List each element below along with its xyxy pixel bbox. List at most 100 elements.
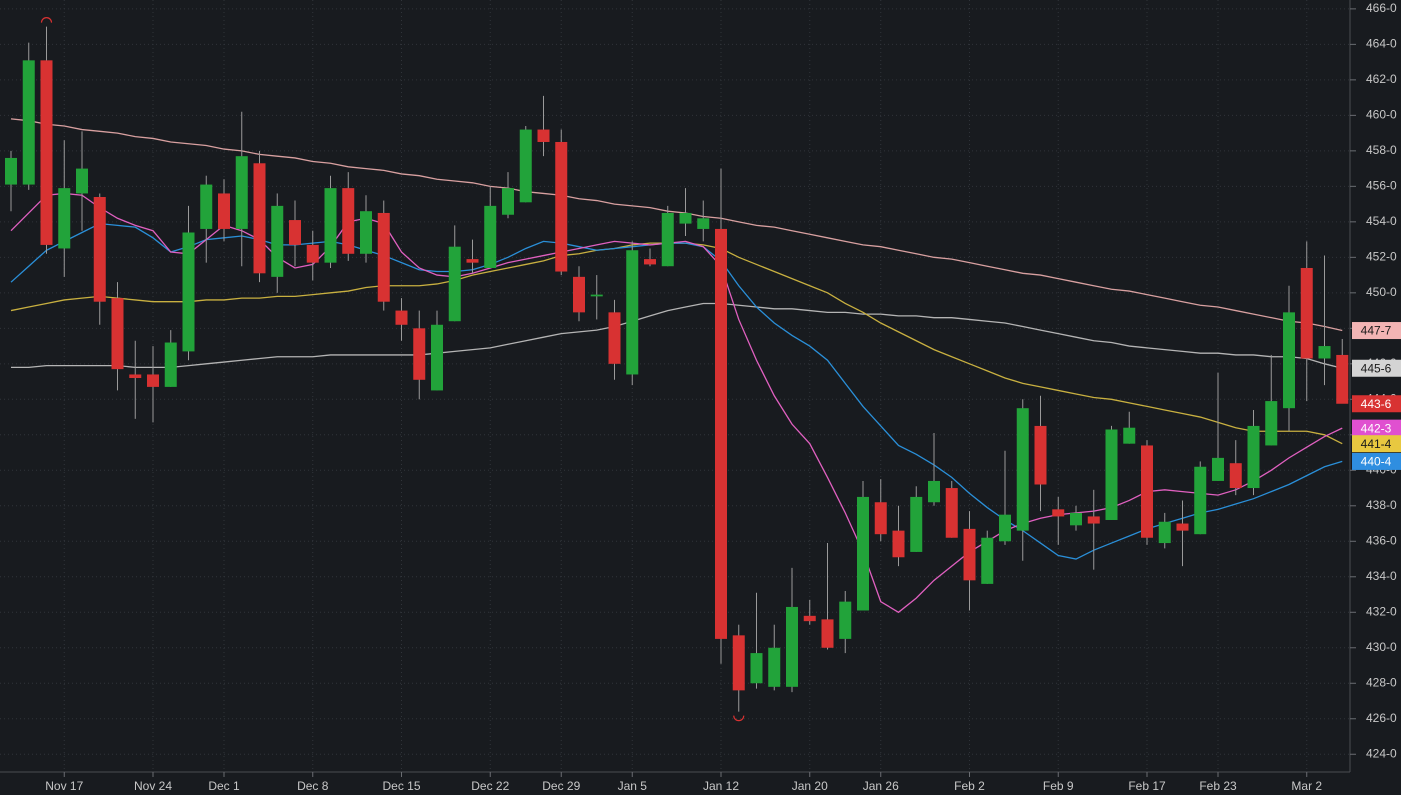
candle-body (963, 528, 976, 581)
candle-body (22, 60, 35, 185)
candle-body (218, 193, 230, 229)
candle-body (839, 601, 852, 639)
candle-body (573, 276, 585, 313)
candle-body (5, 157, 17, 185)
candle-body (377, 212, 390, 302)
candle-body (1123, 427, 1136, 444)
price-tag (1352, 359, 1401, 377)
y-tick-label: 426-0 (1366, 711, 1397, 725)
candle-body (1300, 267, 1313, 359)
candle-body (857, 496, 869, 611)
y-tick-label: 450-0 (1366, 285, 1397, 299)
candle-body (1087, 516, 1100, 524)
candle-body (1283, 312, 1295, 409)
candle-body (945, 488, 958, 538)
candle-body (999, 514, 1011, 542)
candle-body (590, 294, 603, 297)
x-tick-label: Jan 26 (863, 779, 899, 793)
moving-average-line (10, 192, 1343, 614)
candle-body (1194, 466, 1207, 535)
candle-body (289, 220, 301, 245)
candle-body (537, 129, 550, 142)
y-tick-label: 428-0 (1366, 675, 1397, 689)
candle-body (1052, 509, 1065, 517)
x-tick-label: Dec 22 (471, 779, 509, 793)
x-tick-label: Mar 2 (1291, 779, 1322, 793)
y-tick-label: 458-0 (1366, 143, 1397, 157)
candle-body (413, 328, 426, 380)
candle-body (786, 606, 798, 687)
candle-body (750, 653, 763, 684)
candle-body (200, 184, 213, 229)
candle-body (697, 218, 710, 229)
y-tick-label: 430-0 (1366, 640, 1397, 654)
candle-body (40, 60, 53, 245)
candle-body (1318, 346, 1331, 359)
candle-body (892, 530, 905, 558)
low-marker (733, 715, 745, 722)
y-tick-label: 464-0 (1366, 37, 1397, 51)
price-tag (1352, 395, 1401, 413)
candle-body (484, 205, 497, 268)
y-tick-label: 452-0 (1366, 250, 1397, 264)
candle-body (93, 196, 106, 302)
candle-body (1016, 408, 1029, 531)
candle-body (1336, 354, 1349, 404)
candle-body (111, 298, 124, 370)
price-tag-label: 442-3 (1361, 421, 1392, 435)
price-tag (1352, 419, 1401, 437)
x-tick-label: Nov 24 (134, 779, 172, 793)
candle-body (235, 156, 248, 229)
x-tick-label: Jan 5 (618, 779, 648, 793)
candle-body (1229, 463, 1242, 489)
candle-body (910, 496, 923, 552)
candle-body (519, 129, 532, 203)
candle-body (555, 141, 568, 272)
y-tick-label: 432-0 (1366, 604, 1397, 618)
moving-average-line (10, 222, 1343, 560)
candle-body (626, 250, 639, 375)
candle-body (306, 244, 319, 263)
candle-body (253, 163, 266, 274)
candle-body (768, 647, 781, 687)
candle-body (661, 212, 674, 267)
candle-body (1034, 425, 1047, 485)
candle-body (715, 228, 727, 639)
candle-body (928, 480, 940, 503)
price-tag-label: 441-4 (1361, 437, 1392, 451)
x-tick-label: Feb 23 (1199, 779, 1237, 793)
candle-body (431, 324, 443, 391)
x-tick-label: Dec 29 (542, 779, 580, 793)
candle-body (182, 232, 195, 352)
candle-body (1265, 401, 1278, 446)
candle-body (360, 211, 372, 254)
candle-body (76, 168, 88, 194)
x-tick-label: Nov 17 (45, 779, 83, 793)
candle-body (732, 635, 745, 691)
x-tick-label: Feb 2 (954, 779, 985, 793)
candle-body (129, 374, 142, 379)
moving-average-line (10, 118, 1343, 332)
candle-body (147, 374, 159, 387)
y-tick-label: 462-0 (1366, 72, 1397, 86)
price-tag-label: 445-6 (1361, 361, 1392, 375)
candle-body (1070, 512, 1082, 526)
y-tick-label: 434-0 (1366, 569, 1397, 583)
moving-average-line (11, 302, 1343, 369)
y-tick-label: 436-0 (1366, 533, 1397, 547)
candle-body (644, 259, 656, 265)
x-tick-label: Feb 17 (1128, 779, 1166, 793)
y-tick-label: 438-0 (1366, 498, 1397, 512)
candle-body (821, 619, 834, 648)
candle-body (608, 312, 621, 364)
price-tag-label: 443-6 (1361, 397, 1392, 411)
x-tick-label: Feb 9 (1043, 779, 1074, 793)
y-tick-label: 460-0 (1366, 108, 1397, 122)
candle-body (1212, 457, 1224, 481)
candle-body (981, 537, 994, 584)
candle-body (1105, 429, 1118, 520)
x-tick-label: Dec 8 (297, 779, 329, 793)
